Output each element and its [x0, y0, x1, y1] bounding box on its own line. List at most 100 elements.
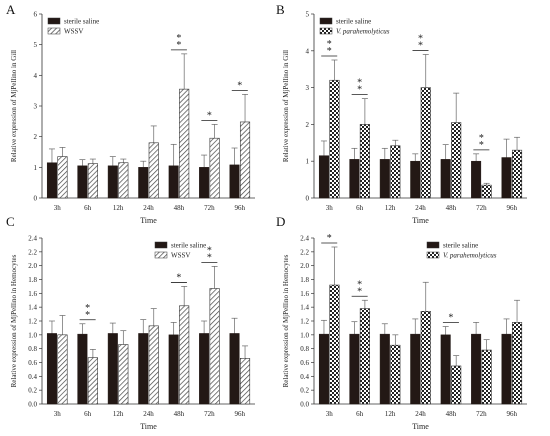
x-tick-label: 6h	[84, 410, 92, 418]
significance-star: *	[357, 85, 362, 96]
x-axis-label: Time	[412, 216, 429, 225]
legend-label: WSSV	[64, 28, 83, 36]
y-axis-label: Relative expression of MjPellino in Hemo…	[10, 254, 18, 387]
bar-treatment	[420, 311, 431, 405]
legend-swatch-control	[154, 241, 168, 249]
panel-letter: C	[6, 214, 15, 229]
y-tick-label: 1.4	[300, 304, 309, 312]
bar-control	[471, 333, 482, 405]
bar-treatment	[179, 88, 190, 199]
bar-control	[440, 159, 451, 199]
y-tick-label: 1.2	[28, 318, 37, 326]
panel-letter: A	[6, 2, 16, 17]
y-tick-label: 1	[34, 164, 38, 172]
y-tick-label: 0.6	[28, 359, 37, 367]
legend: sterile saline WSSV	[154, 241, 206, 260]
significance-star: *	[207, 245, 212, 256]
significance-star: *	[479, 140, 484, 151]
x-tick-label: 96h	[235, 204, 246, 212]
x-tick-label: 3h	[54, 204, 62, 212]
legend-label: sterile saline	[336, 18, 371, 26]
bar-treatment	[209, 137, 220, 199]
y-tick-label: 0.4	[300, 373, 309, 381]
significance-star: *	[176, 33, 181, 44]
significance-star: *	[85, 303, 90, 314]
x-tick-label: 48h	[174, 410, 185, 418]
x-tick-label: 12h	[385, 204, 396, 212]
bar-control	[138, 333, 149, 405]
y-tick-label: 5	[306, 11, 310, 19]
legend: sterile saline WSSV	[47, 18, 99, 36]
y-tick-label: 0	[34, 195, 38, 203]
significance-star: *	[327, 39, 332, 50]
bar-control	[471, 160, 482, 199]
bar-treatment	[390, 344, 401, 405]
significance-star: *	[357, 78, 362, 89]
bar-treatment	[511, 149, 523, 199]
y-tick-label: 3	[306, 84, 310, 92]
legend-swatch-control	[319, 17, 333, 25]
y-tick-label: 4	[306, 47, 310, 55]
y-tick-label: 2.2	[300, 248, 309, 256]
panel-letter: B	[276, 2, 285, 17]
panel-letter: D	[276, 214, 285, 229]
y-tick-label: 2	[306, 121, 310, 129]
y-tick-label: 0.8	[300, 345, 309, 353]
y-tick-label: 1.0	[300, 331, 309, 339]
bar-control	[168, 165, 179, 199]
y-tick-label: 0.6	[300, 359, 309, 367]
bar-treatment	[239, 121, 251, 199]
x-tick-label: 24h	[143, 410, 154, 418]
x-tick-label: 48h	[446, 204, 457, 212]
y-tick-label: 0.0	[28, 401, 37, 409]
bar-control	[349, 159, 360, 199]
y-tick-label: 0.2	[28, 387, 37, 395]
legend-label: sterile saline	[171, 242, 206, 250]
bar-treatment	[481, 184, 492, 199]
bar-treatment	[57, 156, 68, 199]
bar-control	[77, 333, 88, 405]
bar-treatment	[329, 284, 340, 405]
y-tick-label: 0.8	[28, 345, 37, 353]
y-tick-label: 1	[306, 158, 310, 166]
x-tick-label: 3h	[326, 410, 334, 418]
x-tick-label: 72h	[204, 410, 215, 418]
legend-label: sterile saline	[64, 18, 99, 26]
significance-star: *	[237, 80, 242, 91]
bar-treatment	[87, 163, 98, 199]
x-tick-label: 12h	[385, 410, 396, 418]
y-axis-label: Relative expression of MjPellino in Gill	[10, 50, 18, 162]
bar-control	[410, 160, 421, 199]
x-tick-label: 6h	[356, 410, 364, 418]
legend: sterile saline V. parahemolyticus	[426, 242, 497, 260]
bar-treatment	[57, 334, 68, 405]
x-tick-label: 3h	[326, 204, 334, 212]
y-tick-label: 0.2	[300, 387, 309, 395]
x-tick-label: 3h	[54, 410, 62, 418]
legend-swatch-treatment	[47, 27, 61, 35]
significance-star: *	[207, 110, 212, 121]
bar-treatment	[87, 357, 98, 405]
bar-treatment	[359, 308, 370, 405]
x-tick-label: 96h	[507, 410, 518, 418]
bar-control	[501, 333, 512, 405]
bar-control	[199, 167, 210, 199]
bar-control	[379, 333, 390, 405]
x-tick-label: 72h	[204, 204, 215, 212]
x-tick-label: 24h	[143, 204, 154, 212]
bar-treatment	[179, 305, 190, 405]
x-tick-label: 96h	[507, 204, 518, 212]
bar-control	[77, 165, 88, 199]
y-tick-label: 1.2	[300, 318, 309, 326]
x-tick-label: 48h	[174, 204, 185, 212]
y-tick-label: 0.4	[28, 373, 37, 381]
x-tick-label: 12h	[113, 410, 124, 418]
significance-star: *	[327, 46, 332, 57]
y-tick-label: 6	[34, 11, 38, 19]
legend-swatch-treatment	[154, 251, 168, 259]
y-tick-label: 0.0	[300, 401, 309, 409]
x-tick-label: 96h	[235, 410, 246, 418]
y-axis-label: Relative expression of MjPellino in Hemo…	[282, 254, 290, 387]
x-tick-label: 24h	[415, 204, 426, 212]
